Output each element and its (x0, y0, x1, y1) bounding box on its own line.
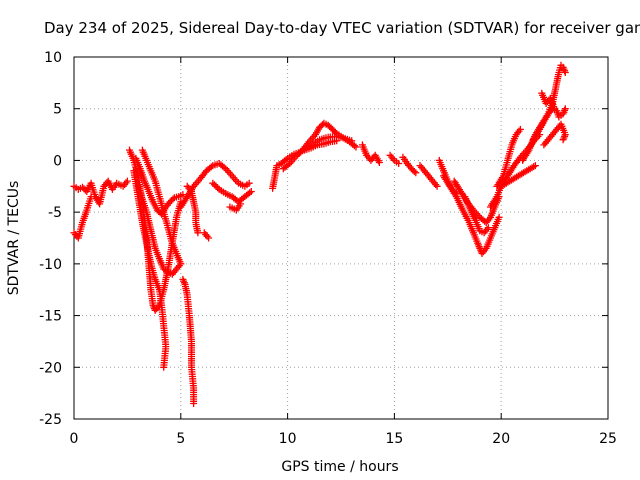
data-series (132, 154, 187, 218)
x-tick-label: 5 (176, 431, 185, 447)
data-point (284, 161, 292, 169)
data-point (190, 400, 198, 407)
data-point (395, 160, 403, 167)
data-series (497, 162, 539, 190)
y-tick-label: 10 (44, 50, 62, 66)
data-series (538, 89, 559, 113)
data-series (70, 177, 131, 208)
data-point (352, 143, 360, 151)
data-point (180, 279, 188, 287)
y-tick-label: -15 (39, 309, 62, 325)
y-tick-label: -20 (39, 360, 62, 376)
data-point (246, 189, 254, 197)
data-point (350, 142, 358, 150)
data-point (209, 179, 217, 187)
y-tick-label: 5 (53, 102, 62, 118)
data-point (410, 168, 418, 175)
data-point (214, 184, 222, 192)
data-series (399, 153, 420, 177)
data-point (551, 105, 559, 113)
data-point (333, 137, 341, 145)
data-point (294, 151, 302, 159)
data-point (561, 132, 569, 140)
data-series (177, 160, 253, 211)
data-points (70, 61, 569, 407)
y-tick-label: -10 (39, 257, 62, 273)
data-point (220, 163, 228, 171)
data-series (179, 275, 198, 407)
data-point (375, 159, 383, 166)
data-point (560, 134, 568, 142)
data-series (529, 105, 569, 144)
data-point (484, 224, 492, 232)
data-point (237, 200, 245, 208)
data-series (540, 120, 569, 149)
data-point (207, 163, 215, 171)
data-point (194, 229, 202, 237)
y-tick-label: -5 (48, 205, 62, 221)
data-point (282, 156, 290, 164)
data-series (461, 193, 492, 237)
data-point (123, 177, 131, 185)
data-series (226, 200, 245, 214)
data-series (386, 151, 403, 167)
data-point (292, 152, 300, 160)
data-series (200, 229, 213, 242)
data-point (205, 234, 213, 242)
data-point (561, 69, 569, 76)
data-point (210, 181, 218, 189)
data-point (331, 128, 339, 136)
y-tick-label: -25 (39, 412, 62, 428)
data-series (440, 172, 503, 257)
data-point (531, 162, 539, 170)
x-tick-label: 20 (492, 431, 510, 447)
x-tick-label: 0 (70, 431, 79, 447)
axis-ticks: 0 5 10 15 20 25 10 5 0 -5 -10 -15 -20 -25 (39, 50, 617, 447)
x-tick-label: 25 (599, 431, 617, 447)
data-series (493, 125, 524, 190)
data-series (279, 119, 360, 173)
data-point (212, 182, 220, 190)
data-series (70, 193, 95, 242)
data-point (559, 136, 567, 144)
data-point (87, 193, 95, 201)
data-point (295, 149, 303, 157)
data-series (416, 162, 441, 190)
data-point (433, 182, 441, 190)
x-axis-label: GPS time / hours (281, 459, 398, 475)
data-point (160, 363, 168, 371)
data-point (495, 213, 503, 221)
data-series (301, 137, 341, 154)
x-tick-label: 10 (279, 431, 297, 447)
data-series (450, 177, 503, 226)
data-point (561, 67, 569, 75)
y-tick-label: 0 (53, 153, 62, 169)
y-axis-label: SDTVAR / TECUs (6, 181, 22, 296)
data-point (245, 179, 253, 187)
data-point (561, 105, 569, 113)
data-point (516, 125, 524, 133)
data-point (412, 169, 420, 177)
x-tick-label: 15 (385, 431, 403, 447)
data-point (177, 260, 185, 268)
chart-title: Day 234 of 2025, Sidereal Day-to-day VTE… (44, 19, 640, 37)
plot-frame (73, 56, 609, 420)
data-series (358, 141, 383, 166)
data-series (134, 182, 185, 278)
data-point (247, 188, 255, 195)
